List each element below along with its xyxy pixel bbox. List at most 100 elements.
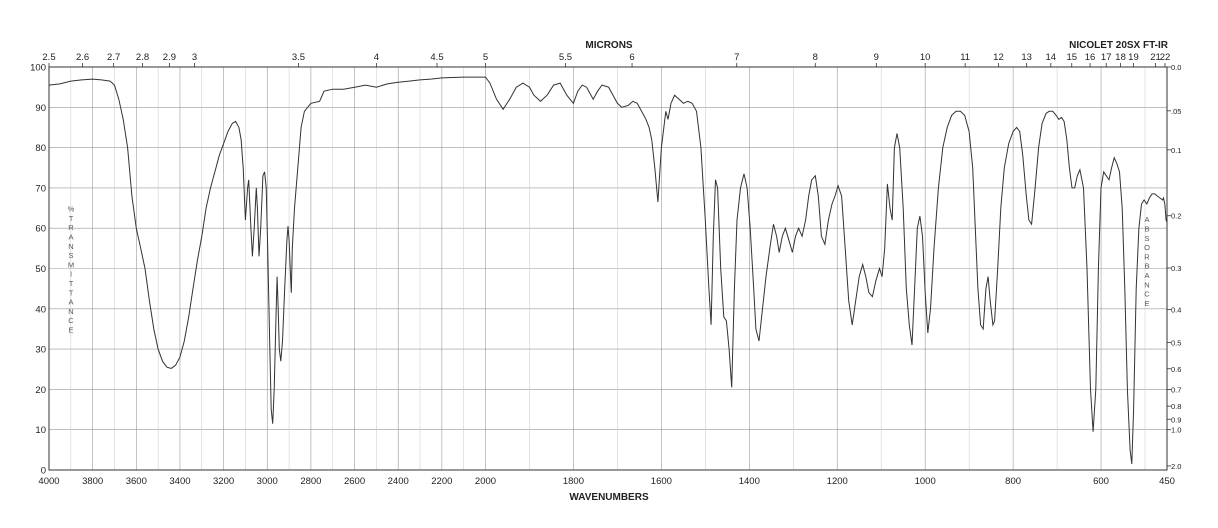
- y-axis-label-right-letter: A: [1144, 215, 1149, 224]
- y-axis-label-left-letter: A: [68, 232, 73, 241]
- micron-tick-label: 12: [993, 52, 1004, 63]
- y-tick-label: 40: [35, 304, 46, 315]
- y-axis-label-left-letter: M: [68, 260, 74, 269]
- x-tick-label: 1000: [915, 476, 936, 487]
- micron-tick-label: 5: [483, 52, 488, 63]
- y-tick-label: 20: [35, 385, 46, 396]
- micron-tick-label: 21: [1150, 52, 1161, 63]
- x-tick-label: 1400: [739, 476, 760, 487]
- absorbance-tick-label: 0.3: [1171, 264, 1181, 273]
- y-tick-label: 50: [35, 264, 46, 275]
- plot-frame: [48, 66, 1168, 471]
- micron-tick-label: 11: [960, 52, 970, 63]
- grid-layer: [48, 63, 1171, 471]
- y-axis-label-right-letter: B: [1144, 224, 1149, 233]
- y-axis-label-right-letter: C: [1144, 290, 1150, 299]
- micron-tick-label: 9: [874, 52, 879, 63]
- micron-tick-label: 2.5: [42, 52, 55, 63]
- y-tick-label: 80: [35, 143, 46, 154]
- x-tick-label: 1600: [651, 476, 672, 487]
- micron-tick-label: 2.7: [107, 52, 120, 63]
- y-axis-label-right-letter: R: [1144, 252, 1150, 261]
- y-tick-label: 90: [35, 103, 46, 114]
- micron-tick-label: 10: [920, 52, 931, 63]
- micron-tick-label: 2.9: [163, 52, 176, 63]
- micron-tick-label: 4: [374, 52, 379, 63]
- y-axis-label-left-letter: I: [70, 270, 72, 279]
- micron-tick-label: 2.8: [136, 52, 149, 63]
- micron-tick-label: 2.6: [76, 52, 89, 63]
- y-tick-label: 0: [41, 466, 46, 477]
- absorbance-tick-label: 0.7: [1171, 386, 1181, 395]
- absorbance-tick-label: 0.4: [1171, 306, 1181, 315]
- y-axis-label-left-letter: S: [68, 251, 73, 260]
- absorbance-tick-label: 0.2: [1171, 212, 1181, 221]
- micron-tick-label: 13: [1021, 52, 1032, 63]
- x-tick-label: 2000: [475, 476, 496, 487]
- spectrum-line: [48, 76, 1168, 465]
- y-tick-label: 70: [35, 183, 46, 194]
- y-axis-label-right-letter: N: [1144, 280, 1149, 289]
- y-axis-label-right-letter: E: [1144, 299, 1149, 308]
- micron-tick-label: 3.5: [292, 52, 305, 63]
- y-axis-label-left-letter: A: [68, 298, 73, 307]
- y-tick-label: 60: [35, 224, 46, 235]
- y-axis-label-left-letter: R: [68, 223, 74, 232]
- y-axis-label-left-letter: T: [69, 288, 74, 297]
- micron-tick-label: 16: [1085, 52, 1096, 63]
- absorbance-tick-label: 0.9: [1171, 415, 1181, 424]
- y-axis-label-left-letter: N: [68, 242, 73, 251]
- absorbance-tick-label: 2.0: [1171, 462, 1181, 471]
- absorbance-tick-label: 0.5: [1171, 339, 1181, 348]
- y-axis-label-right-letter: S: [1144, 234, 1149, 243]
- x-tick-label: 3200: [213, 476, 234, 487]
- micron-tick-label: 17: [1101, 52, 1112, 63]
- y-tick-label: 30: [35, 345, 46, 356]
- micron-tick-label: 5.5: [559, 52, 572, 63]
- absorbance-tick-label: 0.6: [1171, 365, 1181, 374]
- x-tick-label: 3400: [169, 476, 190, 487]
- micron-tick-label: 7: [734, 52, 739, 63]
- absorbance-tick-label: 0.8: [1171, 402, 1181, 411]
- y-axis-label-left-letter: N: [68, 307, 73, 316]
- top-axis-title: MICRONS: [585, 40, 633, 51]
- micron-tick-label: 15: [1066, 52, 1077, 63]
- y-axis-label-right-letter: A: [1144, 271, 1149, 280]
- x-tick-label: 2200: [431, 476, 452, 487]
- absorbance-tick-label: 0.1: [1171, 146, 1181, 155]
- micron-tick-label: 18: [1115, 52, 1126, 63]
- y-axis-label-left-letter: T: [69, 279, 74, 288]
- x-tick-label: 2600: [344, 476, 365, 487]
- x-tick-label: 2800: [300, 476, 321, 487]
- x-tick-label: 3600: [126, 476, 147, 487]
- x-tick-label: 3000: [257, 476, 278, 487]
- y-axis-label-left-letter: C: [68, 316, 74, 325]
- y-axis-label-right-letter: O: [1144, 243, 1150, 252]
- micron-tick-label: 14: [1046, 52, 1057, 63]
- absorbance-tick-label: 1.0: [1171, 426, 1181, 435]
- instrument-label: NICOLET 20SX FT-IR: [1069, 40, 1169, 51]
- y-tick-label: 10: [35, 425, 46, 436]
- absorbance-tick-label: .05: [1171, 107, 1181, 116]
- x-tick-label: 2400: [388, 476, 409, 487]
- y-axis-label-right-letter: B: [1144, 262, 1149, 271]
- x-tick-label: 450: [1159, 476, 1175, 487]
- micron-tick-label: 3: [192, 52, 197, 63]
- x-tick-label: 1200: [827, 476, 848, 487]
- absorbance-tick-label: 0.0: [1171, 63, 1181, 72]
- x-tick-label: 4000: [38, 476, 59, 487]
- micron-tick-label: 22: [1160, 52, 1171, 63]
- micron-tick-label: 4.5: [430, 52, 443, 63]
- x-tick-label: 3800: [82, 476, 103, 487]
- x-tick-label: 1800: [563, 476, 584, 487]
- micron-tick-label: 6: [629, 52, 634, 63]
- x-axis-label: WAVENUMBERS: [569, 492, 649, 503]
- y-axis-label-left-letter: E: [68, 325, 73, 334]
- y-tick-label: 100: [30, 63, 46, 74]
- x-tick-label: 800: [1005, 476, 1021, 487]
- micron-tick-label: 19: [1128, 52, 1139, 63]
